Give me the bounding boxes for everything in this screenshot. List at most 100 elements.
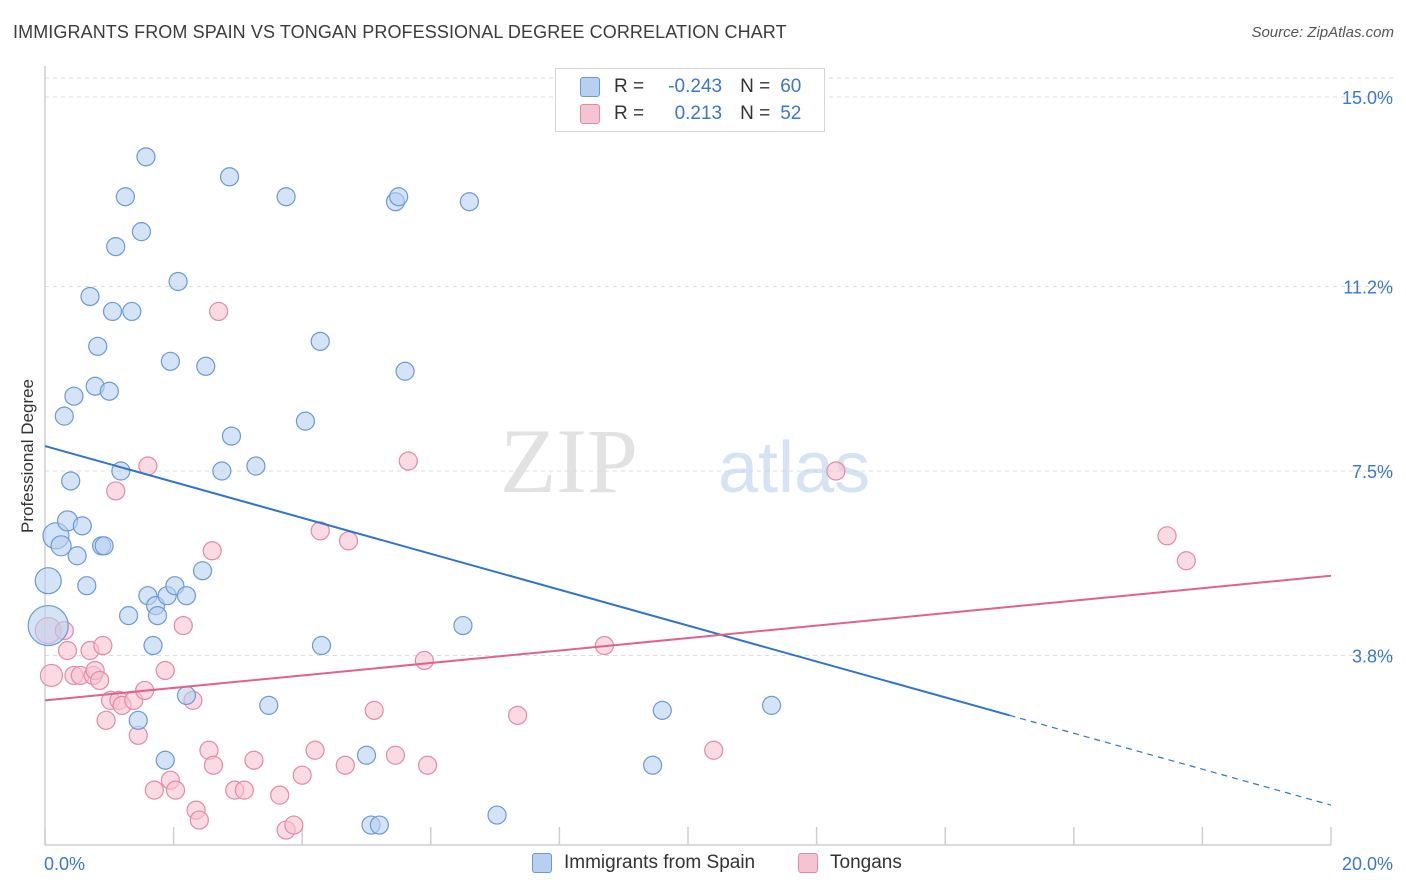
spain-point xyxy=(143,635,163,656)
spain-point xyxy=(67,546,87,566)
tongan-point xyxy=(144,780,164,800)
spain-point xyxy=(147,606,168,626)
spain-point xyxy=(196,356,216,376)
spain-trend-extension xyxy=(1009,714,1332,806)
tongan-point xyxy=(57,640,78,661)
tongan-point xyxy=(364,700,384,720)
tongan-point xyxy=(704,740,724,760)
tongan-point xyxy=(284,815,304,835)
series-legend-tongans[interactable]: Tongans xyxy=(798,852,902,874)
legend-n-label: N = xyxy=(740,103,771,124)
watermark-atlas: atlas xyxy=(718,428,870,508)
tongan-point xyxy=(385,745,406,765)
tongans-trend-line xyxy=(44,574,1332,702)
spain-point xyxy=(122,301,142,322)
watermark: ZIP atlas xyxy=(500,410,870,512)
spain-point xyxy=(276,187,296,207)
grid-lines xyxy=(45,77,1395,657)
spain-point xyxy=(369,815,389,835)
tongan-point xyxy=(173,615,193,636)
spain-point xyxy=(643,755,663,775)
tongan-point xyxy=(39,663,64,688)
spain-point xyxy=(192,561,213,581)
spain-point xyxy=(131,222,152,242)
spain-point xyxy=(453,615,473,636)
spain-point xyxy=(459,192,479,212)
tongan-point xyxy=(270,785,290,805)
spain-point xyxy=(176,685,197,706)
spain-point xyxy=(128,710,148,730)
spain-point xyxy=(246,456,266,476)
spain-point xyxy=(106,237,126,257)
chart-title: IMMIGRANTS FROM SPAIN VS TONGAN PROFESSI… xyxy=(13,22,787,42)
tongan-point xyxy=(414,650,434,671)
spain-point xyxy=(64,386,84,406)
spain-point xyxy=(168,271,188,292)
tick-labels: 3.8% 7.5% 11.2% 15.0% 0.0% 20.0% xyxy=(44,88,1393,874)
tongan-point xyxy=(244,750,264,770)
series-name-spain: Immigrants from Spain xyxy=(564,852,756,873)
spain-point xyxy=(80,286,100,307)
spain-point xyxy=(94,536,114,556)
tongan-point xyxy=(209,301,229,322)
tongan-point xyxy=(203,755,224,775)
y-tick-label: 15.0% xyxy=(1342,88,1393,108)
tongan-point xyxy=(398,451,418,471)
spain-point xyxy=(487,805,507,825)
legend-r-value-spain: -0.243 xyxy=(668,76,723,97)
spain-point xyxy=(54,406,74,426)
trend-lines xyxy=(44,445,1332,806)
spain-point xyxy=(99,381,119,401)
tongan-point xyxy=(417,755,438,775)
axes xyxy=(44,66,1332,846)
spain-point xyxy=(72,516,92,536)
spain-point xyxy=(160,351,180,371)
tongan-point xyxy=(234,780,254,800)
correlation-legend: R = -0.243 N = 60 R = 0.213 N = 52 xyxy=(555,68,825,132)
legend-n-label: N = xyxy=(740,76,771,97)
spain-point xyxy=(311,635,332,656)
spain-point xyxy=(221,426,242,446)
y-tick-label: 7.5% xyxy=(1352,462,1393,482)
tongan-point xyxy=(1157,526,1177,546)
legend-n-value-spain: 60 xyxy=(780,76,802,97)
legend-r-label: R = xyxy=(614,76,645,97)
spain-point xyxy=(295,411,316,431)
legend-n-value-tongans: 52 xyxy=(780,103,802,124)
spain-point xyxy=(176,586,197,606)
tongan-point xyxy=(335,755,355,775)
spain-points xyxy=(27,147,782,835)
series-swatch-tongans xyxy=(798,853,818,873)
spain-point xyxy=(155,750,175,770)
series-legend-spain[interactable]: Immigrants from Spain xyxy=(532,852,755,874)
legend-row-tongans: R = 0.213 N = 52 xyxy=(580,102,801,126)
tongan-point xyxy=(202,541,222,561)
spain-point xyxy=(27,604,69,647)
spain-point xyxy=(61,471,81,491)
x-tick-label: 20.0% xyxy=(1342,854,1393,874)
tongan-point xyxy=(508,705,528,725)
spain-point xyxy=(259,695,279,715)
tongan-point xyxy=(826,461,846,481)
spain-point xyxy=(652,700,672,720)
spain-point xyxy=(395,361,415,381)
tongan-point xyxy=(165,780,186,800)
tongan-point xyxy=(292,765,312,785)
legend-swatch-tongans xyxy=(580,104,600,124)
spain-point xyxy=(310,331,330,351)
spain-point xyxy=(389,187,409,207)
spain-point xyxy=(77,576,97,596)
spain-point xyxy=(34,567,62,595)
legend-row-spain: R = -0.243 N = 60 xyxy=(580,75,801,99)
spain-point xyxy=(115,187,135,207)
tongan-point xyxy=(1176,551,1196,571)
series-swatch-spain xyxy=(532,853,552,873)
y-tick-label: 11.2% xyxy=(1343,277,1393,297)
spain-point xyxy=(136,147,156,167)
tongan-point xyxy=(305,740,325,760)
tongan-point xyxy=(106,481,126,501)
legend-r-label: R = xyxy=(614,103,645,124)
spain-point xyxy=(212,461,232,481)
spain-trend-line xyxy=(44,445,1010,717)
